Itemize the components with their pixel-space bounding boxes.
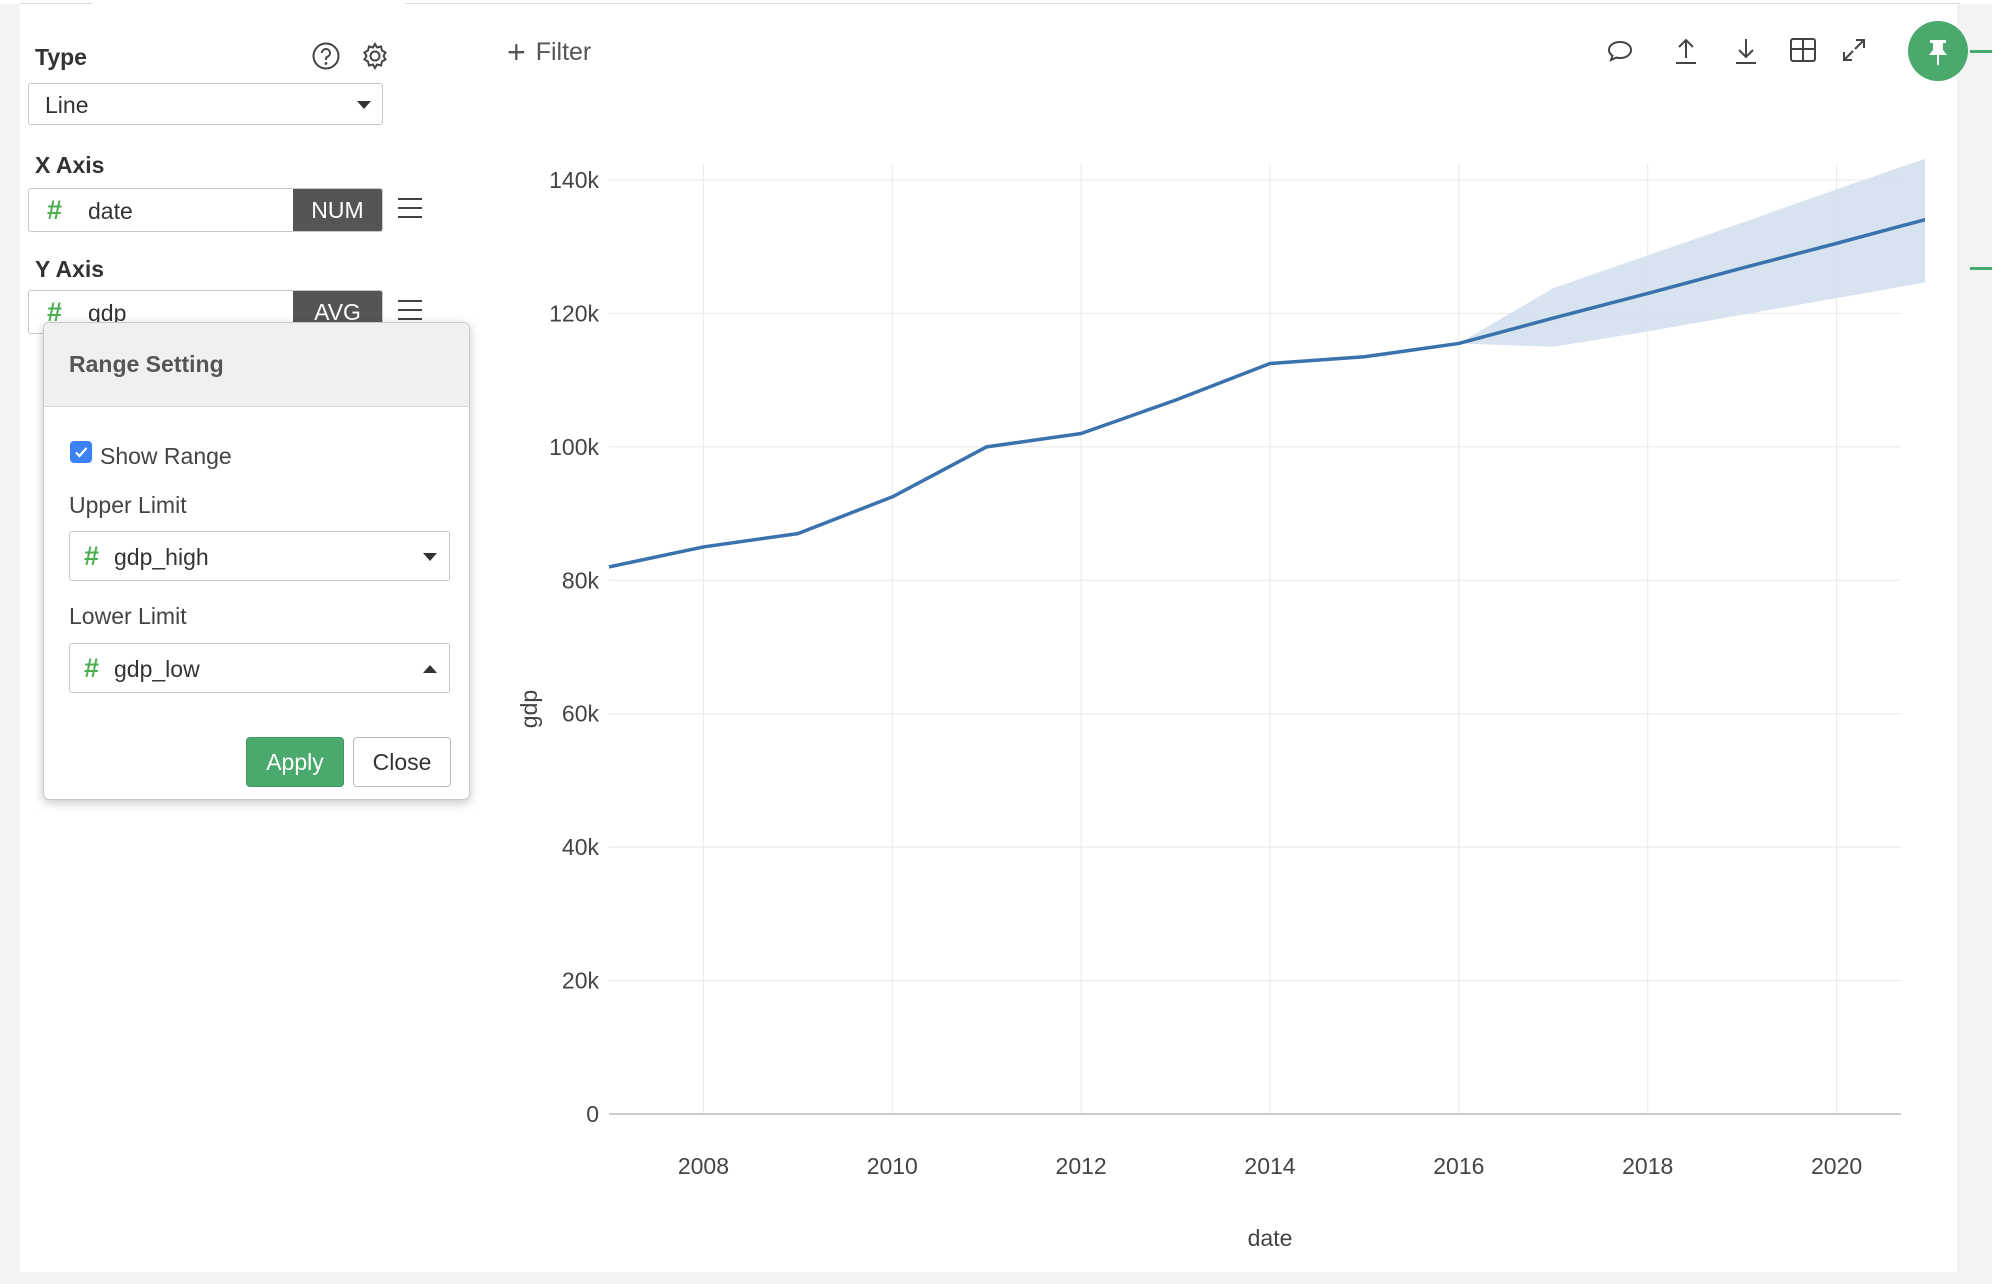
y-tick-label: 20k bbox=[562, 968, 600, 994]
x-tick-label: 2014 bbox=[1244, 1153, 1295, 1179]
y-tick-label: 100k bbox=[549, 434, 599, 460]
tab-left[interactable] bbox=[20, 0, 92, 4]
y-tick-label: 60k bbox=[562, 701, 600, 727]
close-button[interactable]: Close bbox=[353, 737, 451, 787]
show-range-label[interactable]: Show Range bbox=[100, 443, 232, 469]
upper-limit-select[interactable]: # gdp_high bbox=[69, 531, 450, 581]
chart-type-value: Line bbox=[45, 92, 89, 118]
type-label: Type bbox=[35, 44, 87, 70]
lower-limit-value: gdp_low bbox=[114, 656, 200, 682]
table-icon[interactable] bbox=[1788, 36, 1818, 69]
y-tick-label: 140k bbox=[549, 167, 599, 193]
y-tick-label: 120k bbox=[549, 300, 599, 326]
plus-icon: + bbox=[507, 34, 526, 70]
checkmark-icon bbox=[75, 447, 88, 458]
chevron-down-icon bbox=[423, 553, 437, 561]
x-axis-title: date bbox=[1248, 1225, 1293, 1251]
popover-title: Range Setting bbox=[44, 323, 469, 407]
pin-button[interactable] bbox=[1908, 21, 1968, 81]
chart-type-select[interactable]: Line bbox=[28, 83, 383, 125]
y-tick-label: 80k bbox=[562, 567, 600, 593]
tab-right[interactable] bbox=[405, 0, 1960, 4]
y-axis-field-name: gdp bbox=[88, 300, 127, 326]
x-tick-label: 2010 bbox=[867, 1153, 918, 1179]
comment-icon[interactable] bbox=[1606, 37, 1634, 70]
show-range-checkbox[interactable] bbox=[70, 441, 92, 463]
lower-limit-select[interactable]: # gdp_low bbox=[69, 643, 450, 693]
x-tick-label: 2016 bbox=[1433, 1153, 1484, 1179]
filter-button[interactable]: + Filter bbox=[507, 34, 591, 71]
y-axis-menu-icon[interactable] bbox=[398, 300, 422, 320]
number-type-icon: # bbox=[84, 653, 100, 683]
gear-icon[interactable] bbox=[360, 41, 390, 76]
gdp-series-line bbox=[608, 217, 1925, 569]
x-axis-aggregation-button[interactable]: NUM bbox=[293, 189, 382, 231]
x-tick-label: 2018 bbox=[1622, 1153, 1673, 1179]
help-icon[interactable] bbox=[311, 41, 341, 76]
y-tick-label: 0 bbox=[586, 1101, 599, 1127]
x-axis-field[interactable]: # date NUM bbox=[28, 188, 383, 232]
side-panel-connector bbox=[1970, 50, 1992, 270]
filter-label: Filter bbox=[535, 38, 592, 66]
apply-button[interactable]: Apply bbox=[246, 737, 344, 787]
lower-limit-label: Lower Limit bbox=[69, 603, 187, 629]
range-setting-popover: Range Setting Show Range Upper Limit # g… bbox=[43, 322, 470, 800]
upper-limit-label: Upper Limit bbox=[69, 492, 187, 518]
x-tick-label: 2012 bbox=[1056, 1153, 1107, 1179]
upload-icon[interactable] bbox=[1672, 36, 1700, 71]
x-tick-label: 2008 bbox=[678, 1153, 729, 1179]
range-band bbox=[1458, 158, 1925, 347]
x-tick-label: 2020 bbox=[1811, 1153, 1862, 1179]
y-axis-title: gdp bbox=[516, 690, 542, 728]
pin-icon bbox=[1929, 40, 1947, 66]
chart-panel: Type Line X Axis # date NUM Y Axis # gdp… bbox=[20, 4, 1992, 1272]
number-type-icon: # bbox=[47, 195, 63, 225]
y-axis-label: Y Axis bbox=[35, 256, 105, 282]
download-icon[interactable] bbox=[1732, 36, 1760, 71]
expand-icon[interactable] bbox=[1840, 36, 1868, 69]
x-axis-label: X Axis bbox=[35, 152, 105, 178]
x-axis-menu-icon[interactable] bbox=[398, 198, 422, 218]
line-chart: 2008 2010 2012 2014 2016 2018 2020 0 20k 40k 60k 8… bbox=[516, 158, 1925, 1251]
upper-limit-value: gdp_high bbox=[114, 544, 209, 570]
x-axis-field-name: date bbox=[88, 198, 133, 224]
top-tab-strip bbox=[0, 0, 1992, 4]
number-type-icon: # bbox=[47, 297, 63, 327]
chevron-up-icon bbox=[423, 665, 437, 673]
number-type-icon: # bbox=[84, 541, 100, 571]
y-tick-label: 40k bbox=[562, 834, 600, 860]
chevron-down-icon bbox=[357, 101, 371, 109]
